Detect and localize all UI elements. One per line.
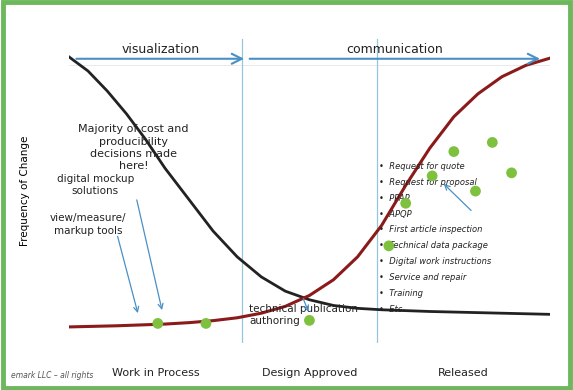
Point (488, 139, 497, 145)
Text: Majority of cost and
producibility
decisions made
here!: Majority of cost and producibility decis… (79, 124, 189, 171)
Point (449, 149, 458, 155)
Text: •  Digital work instructions: • Digital work instructions (379, 257, 492, 266)
Text: Work in Process: Work in Process (112, 367, 199, 378)
Text: emark LLC – all rights: emark LLC – all rights (11, 371, 94, 380)
Point (305, 317, 314, 324)
Text: •  Technical data package: • Technical data package (379, 241, 488, 250)
Text: •  Service and repair: • Service and repair (379, 273, 466, 282)
Text: technical publication
authoring: technical publication authoring (249, 304, 358, 326)
Text: view/measure/
markup tools: view/measure/ markup tools (50, 213, 126, 236)
Text: visualization: visualization (121, 43, 199, 56)
Text: •  Request for quote: • Request for quote (379, 162, 465, 171)
Point (427, 173, 437, 179)
Text: Released: Released (438, 367, 489, 378)
Point (471, 188, 480, 194)
Point (201, 320, 210, 326)
Text: Frequency of Change: Frequency of Change (21, 136, 30, 246)
Text: •  PPAP: • PPAP (379, 194, 410, 203)
Point (401, 200, 410, 206)
Point (507, 170, 516, 176)
Point (384, 243, 394, 249)
Text: digital mockup
solutions: digital mockup solutions (57, 174, 134, 196)
Text: •  Training: • Training (379, 289, 423, 298)
Point (153, 320, 162, 326)
Text: communication: communication (347, 43, 444, 56)
Text: •  First article inspection: • First article inspection (379, 225, 482, 234)
Text: Design Approved: Design Approved (262, 367, 357, 378)
Text: •  APQP: • APQP (379, 210, 412, 219)
Text: •  Request for proposal: • Request for proposal (379, 178, 477, 187)
Text: •  Etc...: • Etc... (379, 305, 410, 314)
